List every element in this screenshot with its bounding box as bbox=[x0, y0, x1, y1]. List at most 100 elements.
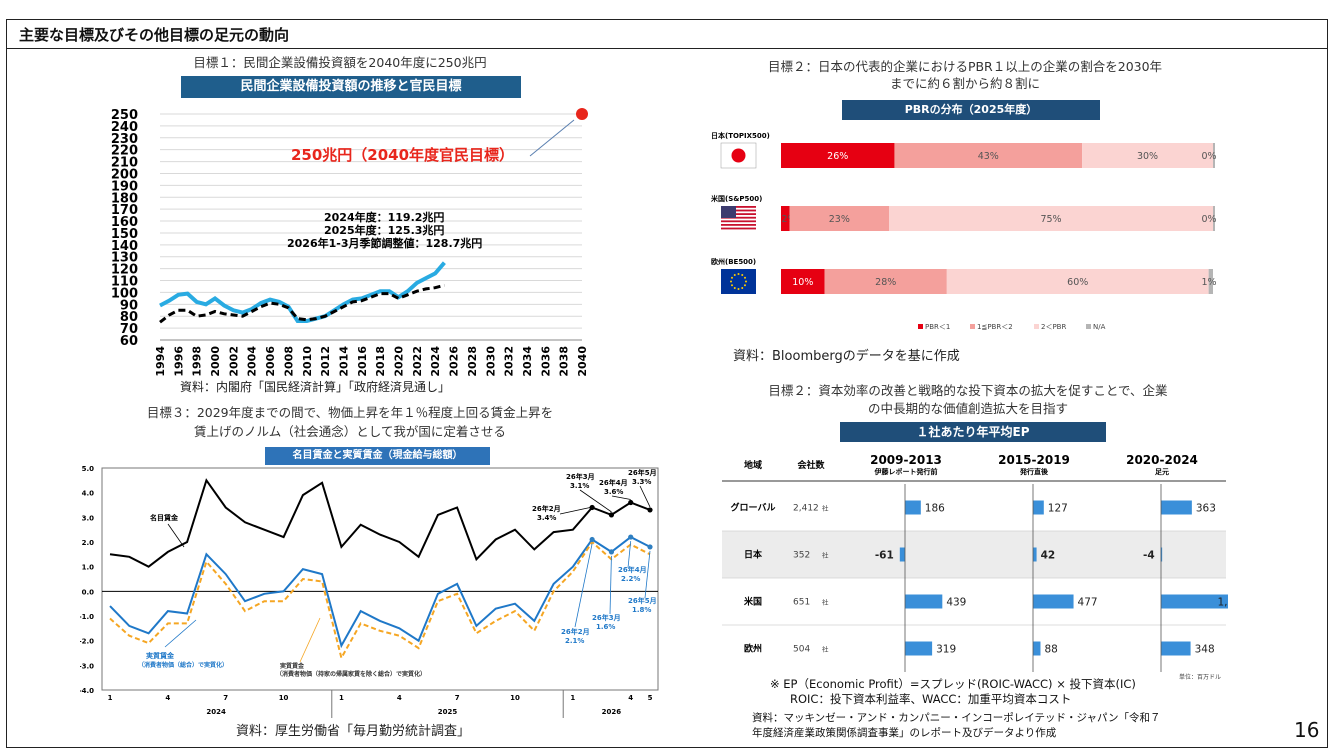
pbr-bar-segment bbox=[781, 206, 790, 231]
usa-flag-stripe bbox=[721, 220, 756, 223]
ep-bar-label: 477 bbox=[1078, 597, 1098, 609]
pbr-segment-label: 10% bbox=[792, 277, 813, 288]
ep-col-period-sub: 発行直後 bbox=[1019, 467, 1049, 476]
pbr-source: 資料：Bloombergのデータを基に作成 bbox=[733, 349, 960, 364]
capex-ytick-label: 250 bbox=[111, 108, 138, 123]
pbr-legend-label: 2＜PBR bbox=[1041, 323, 1066, 331]
wage-annot-label: 26年2月 bbox=[532, 504, 561, 513]
page-title: 主要な目標及びその他目標の足元の動向 bbox=[19, 26, 290, 44]
goal-2b-text: 目標２：資本効率の改善と戦略的な投下資本の拡大を促すことで、企業 の中長期的な価… bbox=[718, 382, 1218, 418]
eu-flag-star bbox=[737, 273, 740, 275]
wage-source: 資料：厚生労働省「毎月勤労統計調査」 bbox=[236, 724, 471, 739]
ep-company-count: 2,412 bbox=[793, 504, 819, 514]
wage-nominal-label: 名目賃金 bbox=[150, 513, 179, 522]
capex-xtick-label: 2022 bbox=[411, 346, 424, 377]
eu-flag-star bbox=[731, 276, 734, 279]
capex-xtick-label: 2040 bbox=[576, 346, 589, 377]
capex-xtick-label: 2026 bbox=[448, 346, 461, 377]
ep-company-unit: 社 bbox=[822, 645, 829, 654]
wage-real-alt-line bbox=[109, 540, 651, 661]
capex-xtick-label: 2028 bbox=[466, 346, 479, 377]
capex-ytick-label: 120 bbox=[111, 263, 138, 278]
ep-bar-label: 348 bbox=[1195, 644, 1215, 656]
ep-note-line1: ※ EP（Economic Profit）=スプレッド(ROIC-WACC) ×… bbox=[770, 677, 1136, 691]
wage-year-label: 2024 bbox=[206, 708, 226, 716]
pbr-segment-label: 60% bbox=[1067, 277, 1088, 288]
wage-xtick-label: 10 bbox=[510, 694, 520, 702]
pbr-segment-label: 75% bbox=[1040, 214, 1061, 225]
ep-bar-label: -61 bbox=[875, 550, 894, 562]
wage-annot-label: 3.1% bbox=[570, 482, 589, 490]
wage-real-alt-label: （消費者物価（持家の帰属家賃を除く総合）で実質化） bbox=[276, 670, 426, 678]
wage-nominal-point bbox=[647, 507, 653, 513]
usa-flag-stripe bbox=[721, 224, 756, 226]
capex-ytick-label: 200 bbox=[111, 167, 138, 182]
pbr-bar-segment bbox=[1208, 269, 1213, 294]
capex-xtick-label: 2002 bbox=[227, 346, 240, 377]
wage-annot-label: 3.3% bbox=[632, 478, 651, 486]
wage-annot-leader bbox=[574, 543, 593, 628]
wage-ytick-label: 3.0 bbox=[82, 514, 95, 522]
capex-ytick-label: 220 bbox=[111, 144, 138, 159]
pbr-legend-swatch bbox=[970, 324, 975, 329]
pbr-bar-segment bbox=[894, 143, 1083, 168]
wage-real-point bbox=[608, 549, 615, 555]
wage-annot-label: 26年3月 bbox=[592, 613, 621, 622]
wage-annot-leader bbox=[167, 523, 185, 548]
capex-xtick-label: 2032 bbox=[503, 346, 516, 377]
wage-annot-label: 2.1% bbox=[565, 637, 584, 645]
wage-year-label: 2025 bbox=[438, 708, 458, 716]
capex-xtick-label: 2038 bbox=[558, 346, 571, 377]
ep-bar-label: 127 bbox=[1048, 503, 1068, 515]
ep-region-name: グローバル bbox=[731, 502, 776, 514]
usa-flag-stripe bbox=[721, 216, 756, 219]
wage-ytick-label: 4.0 bbox=[82, 490, 95, 498]
capex-ytick-label: 110 bbox=[111, 275, 138, 290]
usa-flag-stripe bbox=[721, 213, 756, 215]
wage-xtick-label: 1 bbox=[570, 694, 575, 702]
eu-flag-star bbox=[743, 276, 746, 279]
capex-source: 資料：内閣府「国民経済計算」「政府経済見通し」 bbox=[180, 380, 451, 394]
wage-annot-leader bbox=[639, 485, 651, 508]
eu-flag-star bbox=[733, 274, 736, 277]
japan-flag-disc bbox=[731, 148, 746, 163]
capex-target-leader bbox=[529, 119, 575, 157]
ep-company-unit: 社 bbox=[822, 504, 829, 513]
capex-xtick-label: 2024 bbox=[429, 346, 442, 377]
wage-xtick-label: 4 bbox=[397, 694, 402, 702]
capex-xtick-label: 2010 bbox=[301, 346, 314, 377]
wage-annot-leader bbox=[579, 489, 612, 513]
wage-nominal-line bbox=[109, 478, 651, 568]
ep-col-period-sub: 足元 bbox=[1155, 468, 1169, 476]
wage-real-point bbox=[647, 544, 653, 550]
ep-col-count: 会社数 bbox=[797, 459, 825, 471]
capex-ytick-label: 140 bbox=[111, 239, 138, 254]
ep-bar-label: 88 bbox=[1044, 644, 1057, 656]
wage-ytick-label: 1.0 bbox=[82, 564, 95, 572]
capex-ytick-label: 60 bbox=[120, 334, 138, 349]
wage-annot-leader bbox=[644, 550, 651, 599]
pbr-legend-swatch bbox=[1034, 324, 1039, 329]
ep-bar-label: 1,042 bbox=[1218, 597, 1228, 609]
goal-2a-text: 目標２：日本の代表的企業におけるPBR１以上の企業の割合を2030年 までに約６… bbox=[720, 58, 1210, 92]
goal-3-line1: 目標３：2029年度までの間で、物価上昇を年１％程度上回る賃金上昇を bbox=[146, 405, 554, 420]
wage-xtick-label: 7 bbox=[455, 694, 460, 702]
pbr-legend-label: N/A bbox=[1093, 323, 1106, 331]
ep-bar bbox=[1033, 547, 1037, 562]
pbr-segment-label: 2% bbox=[781, 214, 796, 225]
pbr-bar-segment bbox=[824, 269, 947, 294]
ep-note: ※ EP（Economic Profit）=スプレッド(ROIC-WACC) ×… bbox=[770, 677, 1136, 707]
capex-ytick-label: 210 bbox=[111, 156, 138, 171]
wage-annot-label: 26年3月 bbox=[566, 472, 595, 481]
ep-source-line2: 年度経済産業政策関係調査事業」のレポート及びデータより作成 bbox=[752, 727, 1057, 739]
capex-series-line-actual bbox=[159, 261, 446, 323]
capex-ytick-label: 230 bbox=[111, 132, 138, 147]
capex-ytick-label: 240 bbox=[111, 120, 138, 135]
goal-1-text: 目標１：民間企業設備投資額を2040年度に250兆円 bbox=[193, 55, 487, 70]
wage-xtick-label: 7 bbox=[223, 694, 228, 702]
capex-xtick-label: 2014 bbox=[337, 346, 350, 377]
pbr-segment-label: 23% bbox=[829, 214, 850, 225]
capex-ytick-label: 160 bbox=[111, 215, 138, 230]
capex-ytick-label: 190 bbox=[111, 179, 138, 194]
